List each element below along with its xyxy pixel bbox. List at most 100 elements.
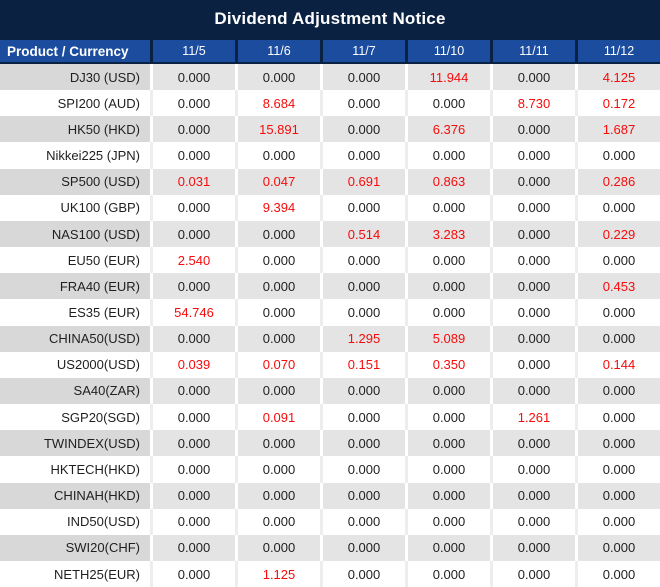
value-cell: 0.000 — [490, 534, 575, 561]
table-row: HK50 (HKD) 0.000 15.891 0.000 6.376 0.00… — [0, 116, 660, 143]
value-cell: 0.172 — [575, 90, 660, 117]
value-cell: 0.000 — [150, 220, 235, 248]
value-cell: 0.000 — [490, 351, 575, 378]
product-cell: CHINA50(USD) — [0, 325, 150, 352]
value-cell: 0.000 — [150, 116, 235, 143]
value-cell: 0.000 — [405, 90, 490, 117]
table-row: CHINAH(HKD) 0.000 0.000 0.000 0.000 0.00… — [0, 482, 660, 509]
table-row: SP500 (USD) 0.031 0.047 0.691 0.863 0.00… — [0, 168, 660, 195]
table-header-row: Product / Currency 11/5 11/6 11/7 11/10 … — [0, 38, 660, 64]
product-cell: FRA40 (EUR) — [0, 273, 150, 300]
value-cell: 0.000 — [490, 116, 575, 143]
product-cell: EU50 (EUR) — [67, 252, 140, 268]
value-cell: 0.000 — [235, 247, 320, 274]
value-cell: 0.151 — [320, 351, 405, 378]
value-cell: 0.000 — [490, 508, 575, 535]
value-cell: 0.000 — [405, 377, 490, 405]
value-cell: 0.000 — [405, 534, 490, 561]
value-cell: 0.000 — [405, 430, 490, 457]
value-cell: 0.000 — [150, 377, 235, 405]
value-cell: 54.746 — [150, 299, 235, 326]
table-row: IND50(USD) 0.000 0.000 0.000 0.000 0.000… — [0, 508, 660, 535]
value-cell: 0.000 — [235, 299, 320, 326]
table-row: CHINA50(USD) 0.000 0.000 1.295 5.089 0.0… — [0, 325, 660, 352]
table-row: ES35 (EUR) 54.746 0.000 0.000 0.000 0.00… — [0, 299, 660, 326]
column-header-product: Product / Currency — [0, 40, 150, 62]
value-cell: 0.000 — [150, 273, 235, 300]
value-cell: 15.891 — [235, 116, 320, 143]
value-cell: 0.000 — [320, 404, 405, 431]
product-cell: SP500 (USD) — [0, 168, 150, 195]
value-cell: 0.000 — [405, 508, 490, 535]
value-cell: 0.000 — [405, 194, 490, 221]
product-cell: SA40(ZAR) — [0, 377, 150, 405]
value-cell: 0.000 — [490, 377, 575, 405]
value-cell: 0.000 — [575, 560, 660, 587]
value-cell: 0.000 — [320, 194, 405, 221]
value-cell: 0.000 — [235, 142, 320, 169]
value-cell: 0.144 — [575, 351, 660, 378]
value-cell: 0.000 — [575, 404, 660, 431]
value-cell: 0.000 — [320, 508, 405, 535]
table-row: NAS100 (USD) 0.000 0.000 0.514 3.283 0.0… — [0, 220, 660, 248]
product-cell: UK100 (GBP) — [60, 200, 140, 216]
value-cell: 0.000 — [490, 194, 575, 221]
value-cell: 4.125 — [575, 64, 660, 91]
value-cell: 0.000 — [575, 508, 660, 535]
product-cell: ES35 (EUR) — [68, 304, 140, 320]
value-cell: 0.000 — [405, 247, 490, 274]
value-cell: 0.000 — [405, 142, 490, 169]
value-cell: 1.687 — [575, 116, 660, 143]
product-cell: US2000(USD) — [56, 357, 140, 373]
value-cell: 0.000 — [235, 534, 320, 561]
value-cell: 0.000 — [150, 194, 235, 221]
value-cell: 0.000 — [320, 430, 405, 457]
value-cell: 0.000 — [405, 404, 490, 431]
value-cell: 0.000 — [490, 299, 575, 326]
product-cell: HK50 (HKD) — [0, 116, 150, 143]
value-cell: 0.000 — [235, 64, 320, 91]
table-row: DJ30 (USD) 0.000 0.000 0.000 11.944 0.00… — [0, 64, 660, 91]
table-row: SPI200 (AUD) 0.000 8.684 0.000 0.000 8.7… — [0, 90, 660, 117]
product-cell: SWI20(CHF) — [0, 534, 150, 561]
value-cell: 0.000 — [490, 456, 575, 483]
page-title: Dividend Adjustment Notice — [0, 0, 660, 38]
value-cell: 0.000 — [575, 482, 660, 509]
value-cell: 0.000 — [575, 430, 660, 457]
product-cell: Nikkei225 (JPN) — [46, 148, 140, 164]
table-row: SWI20(CHF) 0.000 0.000 0.000 0.000 0.000… — [0, 534, 660, 561]
value-cell: 0.000 — [575, 142, 660, 169]
column-header-date-1: 11/5 — [153, 40, 235, 62]
value-cell: 0.000 — [235, 482, 320, 509]
value-cell: 0.047 — [235, 168, 320, 195]
table-row: FRA40 (EUR) 0.000 0.000 0.000 0.000 0.00… — [0, 273, 660, 300]
product-cell: NETH25(EUR) — [54, 566, 140, 582]
value-cell: 11.944 — [405, 64, 490, 91]
value-cell: 3.283 — [405, 220, 490, 248]
product-cell: DJ30 (USD) — [0, 64, 150, 91]
value-cell: 0.000 — [490, 64, 575, 91]
value-cell: 0.229 — [575, 220, 660, 248]
table-row: US2000(USD) 0.039 0.070 0.151 0.350 0.00… — [0, 351, 660, 378]
value-cell: 0.000 — [490, 247, 575, 274]
value-cell: 0.286 — [575, 168, 660, 195]
value-cell: 0.691 — [320, 168, 405, 195]
value-cell: 0.000 — [490, 560, 575, 587]
value-cell: 0.039 — [150, 351, 235, 378]
value-cell: 5.089 — [405, 325, 490, 352]
value-cell: 8.684 — [235, 90, 320, 117]
column-header-date-6: 11/12 — [578, 40, 660, 62]
value-cell: 0.000 — [490, 273, 575, 300]
table-row: SA40(ZAR) 0.000 0.000 0.000 0.000 0.000 … — [0, 377, 660, 405]
value-cell: 0.000 — [235, 377, 320, 405]
value-cell: 0.000 — [575, 299, 660, 326]
value-cell: 0.000 — [150, 482, 235, 509]
value-cell: 0.000 — [320, 142, 405, 169]
value-cell: 0.000 — [235, 456, 320, 483]
value-cell: 0.000 — [150, 64, 235, 91]
value-cell: 0.000 — [320, 534, 405, 561]
table-row: EU50 (EUR) 2.540 0.000 0.000 0.000 0.000… — [0, 247, 660, 274]
table-row: Nikkei225 (JPN) 0.000 0.000 0.000 0.000 … — [0, 142, 660, 169]
value-cell: 1.261 — [490, 404, 575, 431]
